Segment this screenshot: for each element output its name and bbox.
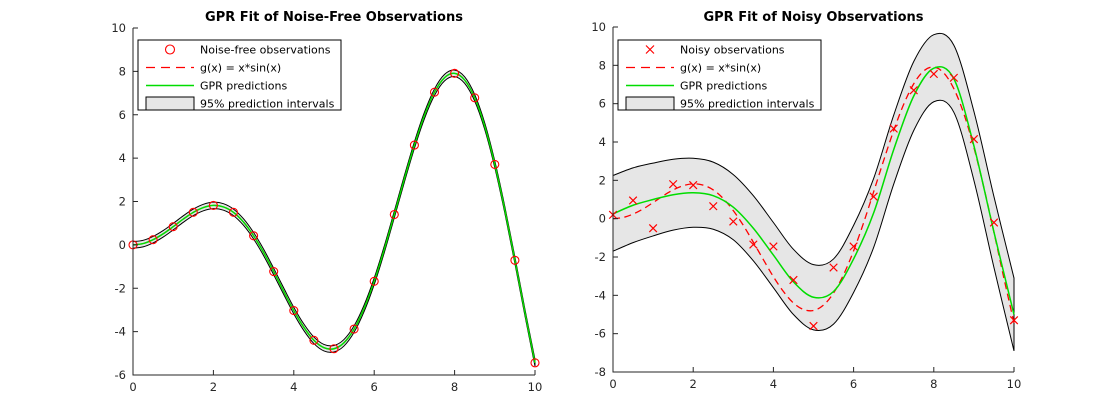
legend-entry-label: 95% prediction intervals [680,98,815,111]
y-tick-label: 8 [599,58,606,72]
observation-marker [849,242,858,251]
observation-marker [289,306,299,316]
x-tick-label: 6 [850,377,857,391]
observation-marker [829,263,838,272]
x-tick-label: 0 [129,380,136,394]
observation-marker [329,344,339,354]
observation-marker [1009,316,1019,325]
observation-marker [148,235,158,245]
legend-observations-marker-icon [645,45,655,54]
y-tick-label: -4 [115,325,126,339]
observation-marker [409,140,419,150]
y-tick-label: -4 [595,288,606,302]
y-tick-label: 10 [591,20,606,34]
y-tick-label: -2 [595,250,606,264]
observation-marker [869,192,878,201]
prediction-interval-band [612,32,1015,352]
observation-marker [389,209,399,220]
observation-marker [889,124,898,133]
observation-marker [909,86,918,95]
x-tick-label: 4 [770,377,777,391]
legend-entry-label: Noise-free observations [200,44,331,57]
y-tick-label: 2 [119,195,126,209]
observation-marker [309,335,319,345]
observation-marker [249,231,259,241]
observation-marker [809,321,818,331]
observation-marker [769,242,778,251]
y-tick-label: 4 [599,135,606,149]
x-tick-label: 8 [930,377,937,391]
x-tick-label: 2 [210,380,217,394]
observation-marker [369,276,379,286]
observation-marker [429,87,440,97]
true-function-line [612,66,1015,324]
observation-marker [269,266,279,277]
observation-marker [450,68,460,78]
x-tick-label: 2 [690,377,697,391]
x-tick-label: 0 [609,377,616,391]
gpr-prediction-line [132,72,536,364]
x-tick-label: 4 [290,380,297,394]
right-chart-title: GPR Fit of Noisy Observations [703,10,924,25]
observation-marker [929,69,939,79]
observation-marker [729,217,738,226]
y-tick-label: -8 [595,365,606,379]
observation-marker [168,222,178,232]
left-chart-title: GPR Fit of Noise-Free Observations [205,10,463,25]
legend-entry-label: GPR predictions [680,80,767,93]
legend-observations-marker-icon [164,44,176,55]
y-tick-label: -6 [115,368,126,382]
legend-entry-label: GPR predictions [200,80,287,93]
y-tick-label: 2 [599,173,606,187]
observation-marker [188,207,198,217]
legend-interval-patch-icon [625,96,675,111]
x-tick-label: 10 [528,380,543,394]
y-tick-label: 0 [119,238,126,252]
legend-entry-label: 95% prediction intervals [200,98,335,111]
observation-marker [949,73,959,83]
y-tick-label: 6 [119,108,126,122]
y-tick-label: 8 [119,64,126,78]
legend-entry-label: g(x) = x*sin(x) [200,62,281,75]
observation-marker [470,93,480,103]
observation-marker [969,134,979,144]
prediction-interval-band [132,69,536,367]
x-tick-label: 8 [451,380,458,394]
legend-entry-label: Noisy observations [680,44,785,57]
y-tick-label: 0 [599,212,606,226]
x-tick-label: 10 [1007,377,1022,391]
true-function-line [132,72,536,363]
y-tick-label: 4 [119,151,126,165]
y-tick-label: -2 [115,281,126,295]
y-tick-label: 10 [111,21,126,35]
observation-marker [490,159,500,169]
observation-marker [688,180,698,190]
legend-entry-label: g(x) = x*sin(x) [680,62,761,75]
observation-marker [709,201,718,211]
observation-marker [648,224,658,233]
observation-marker [349,324,359,334]
observation-marker [208,200,218,210]
observation-marker [628,196,638,205]
legend-interval-patch-icon [145,96,195,111]
observation-marker [668,179,678,189]
observation-marker [749,240,758,249]
observation-marker [989,218,999,227]
observation-marker [789,275,798,285]
x-tick-label: 6 [371,380,378,394]
observation-marker [228,207,239,217]
observation-marker [530,358,540,368]
gpr-prediction-line [612,66,1015,315]
y-tick-label: -6 [595,327,606,341]
observation-marker [510,255,520,265]
y-tick-label: 6 [599,97,606,111]
